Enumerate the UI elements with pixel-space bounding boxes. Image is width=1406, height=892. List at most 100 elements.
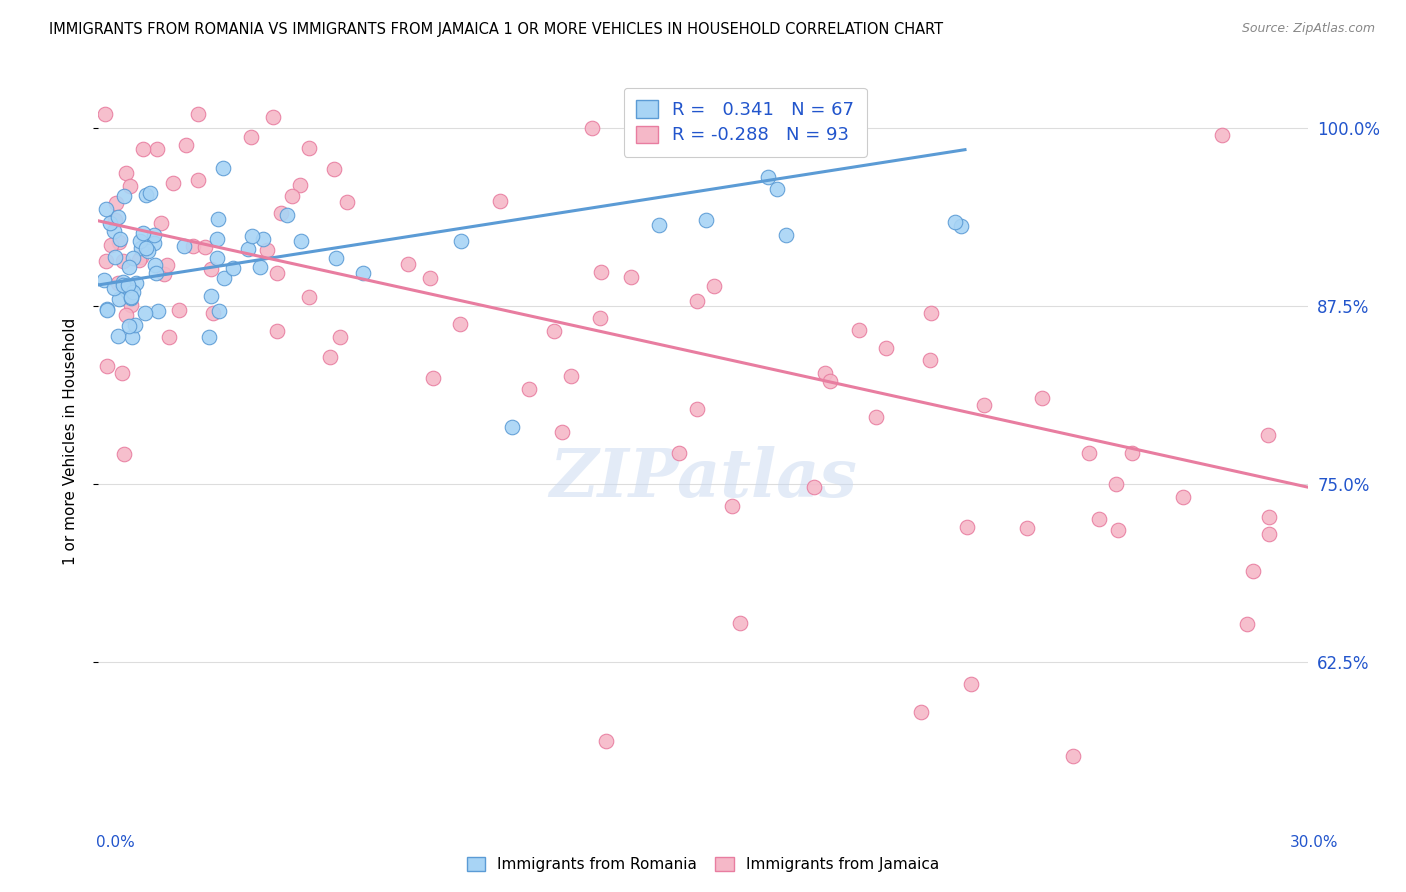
Point — [120, 283, 142, 297]
Point — [208, 304, 231, 318]
Point — [167, 302, 190, 317]
Point — [96, 301, 118, 316]
Point — [352, 266, 374, 280]
Point — [111, 253, 134, 268]
Point — [517, 382, 540, 396]
Point — [973, 398, 995, 412]
Point — [276, 208, 298, 222]
Point — [450, 234, 472, 248]
Point — [128, 252, 150, 267]
Point — [336, 195, 359, 210]
Point — [950, 219, 973, 233]
Point — [318, 350, 340, 364]
Point — [117, 278, 139, 293]
Point — [121, 330, 143, 344]
Point — [589, 265, 612, 279]
Point — [207, 251, 229, 265]
Point — [270, 206, 292, 220]
Point — [138, 186, 160, 201]
Point — [156, 258, 179, 272]
Point — [252, 232, 274, 246]
Point — [181, 239, 204, 253]
Point — [112, 446, 135, 460]
Point — [620, 270, 643, 285]
Point — [1031, 391, 1053, 405]
Point — [920, 306, 942, 320]
Point — [1121, 446, 1143, 460]
Point — [1088, 512, 1111, 526]
Point — [187, 107, 209, 121]
Point — [262, 110, 284, 124]
Point — [115, 284, 138, 298]
Point — [157, 330, 180, 344]
Point — [131, 250, 153, 264]
Point — [112, 189, 135, 203]
Point — [110, 367, 132, 381]
Text: 0.0%: 0.0% — [96, 836, 135, 850]
Point — [766, 182, 789, 196]
Point — [93, 272, 115, 286]
Point — [756, 170, 779, 185]
Point — [105, 196, 128, 211]
Point — [1236, 617, 1258, 632]
Point — [96, 303, 118, 318]
Point — [136, 244, 159, 258]
Point — [1211, 128, 1233, 143]
Point — [149, 215, 172, 229]
Point — [595, 733, 617, 747]
Point — [146, 142, 169, 156]
Point — [419, 270, 441, 285]
Point — [146, 304, 169, 318]
Point — [212, 271, 235, 285]
Point — [121, 285, 143, 300]
Point — [818, 374, 841, 388]
Point — [112, 275, 135, 289]
Point — [685, 402, 707, 417]
Point — [875, 341, 897, 355]
Point — [266, 266, 288, 280]
Point — [142, 227, 165, 242]
Point — [581, 121, 603, 136]
Point — [103, 223, 125, 237]
Point — [221, 261, 243, 276]
Point — [298, 141, 321, 155]
Point — [94, 254, 117, 268]
Point — [323, 161, 346, 176]
Point — [200, 262, 222, 277]
Point — [120, 290, 142, 304]
Point — [560, 369, 582, 384]
Point — [956, 520, 979, 534]
Text: ZIPatlas: ZIPatlas — [550, 446, 856, 511]
Point — [122, 251, 145, 265]
Point — [124, 318, 146, 332]
Point — [202, 306, 225, 320]
Point — [98, 216, 121, 230]
Point — [288, 178, 311, 192]
Point — [728, 616, 751, 631]
Point — [103, 281, 125, 295]
Point — [173, 239, 195, 253]
Text: IMMIGRANTS FROM ROMANIA VS IMMIGRANTS FROM JAMAICA 1 OR MORE VEHICLES IN HOUSEHO: IMMIGRANTS FROM ROMANIA VS IMMIGRANTS FR… — [49, 22, 943, 37]
Point — [96, 359, 118, 373]
Point — [115, 308, 138, 322]
Point — [280, 189, 302, 203]
Point — [329, 330, 352, 344]
Point — [488, 194, 510, 208]
Point — [686, 293, 709, 308]
Point — [114, 166, 136, 180]
Point — [703, 279, 725, 293]
Point — [104, 212, 127, 227]
Point — [194, 240, 217, 254]
Point — [129, 242, 152, 256]
Point — [174, 138, 197, 153]
Point — [135, 187, 157, 202]
Point — [187, 173, 209, 187]
Point — [449, 317, 471, 331]
Point — [865, 409, 887, 424]
Point — [207, 212, 229, 227]
Point — [107, 329, 129, 343]
Point — [943, 215, 966, 229]
Point — [108, 232, 131, 246]
Point — [205, 232, 228, 246]
Point — [142, 236, 165, 251]
